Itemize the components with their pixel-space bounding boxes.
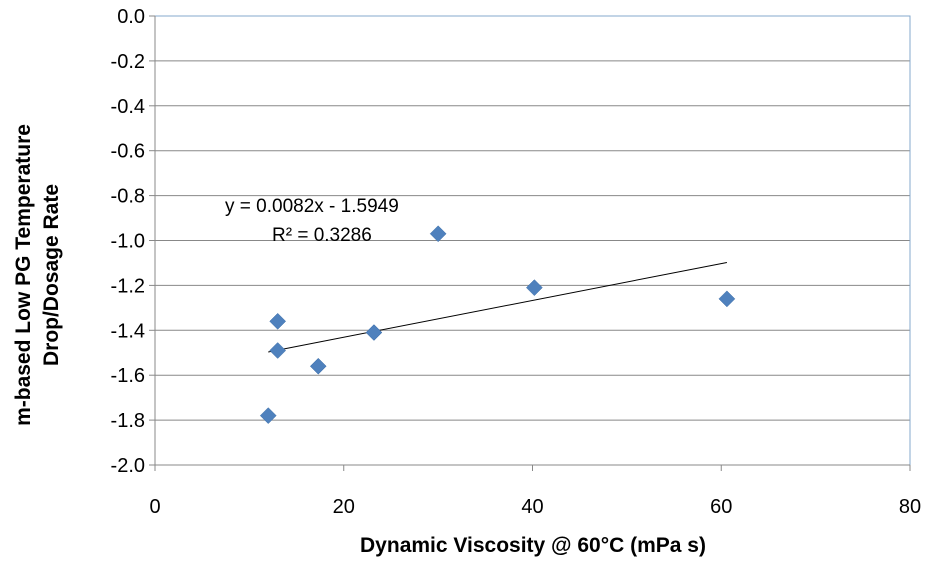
y-tick-label: -1.4 [111, 320, 145, 342]
grid-lines [155, 15, 910, 466]
y-axis-title-line-2: Drop/Dosage Rate [40, 184, 63, 366]
x-axis-title: Dynamic Viscosity @ 60°C (mPa s) [360, 534, 706, 557]
y-tick-label: -1.0 [111, 231, 145, 253]
data-point [259, 407, 277, 424]
y-tick-label: -0.8 [111, 186, 145, 208]
trendline-r-squared: R² = 0.3286 [272, 225, 372, 246]
y-tick-label: -2.0 [111, 455, 145, 477]
data-point [269, 342, 287, 359]
data-point [718, 290, 736, 308]
y-axis-title-line-1: m-based Low PG Temperature [12, 124, 35, 426]
y-tick-label: -1.8 [111, 410, 145, 432]
x-axis-ticks: 0 20 40 60 80 [149, 465, 921, 518]
y-tick-label: -0.2 [111, 51, 145, 73]
x-tick-label: 40 [521, 496, 543, 518]
data-point [526, 279, 543, 296]
y-axis-title: m-based Low PG Temperature Drop/Dosage R… [12, 124, 63, 426]
data-point [309, 357, 327, 375]
data-point [429, 225, 447, 243]
y-tick-label: -1.2 [111, 275, 145, 297]
y-tick-label: -0.4 [111, 96, 145, 118]
x-tick-label: 80 [899, 496, 921, 518]
data-point [365, 324, 383, 341]
trendline-equation: y = 0.0082x - 1.5949 [225, 196, 399, 217]
x-tick-label: 0 [149, 496, 160, 518]
y-tick-label: -0.6 [111, 141, 145, 163]
y-axis-ticks: 0.0 -0.2 -0.4 -0.6 -0.8 -1.0 -1.2 -1.4 -1.6 -1.8 -… [111, 6, 155, 477]
trendline [268, 262, 728, 353]
x-tick-label: 60 [710, 496, 732, 518]
data-point [269, 312, 287, 330]
data-points [259, 225, 736, 424]
x-tick-label: 20 [333, 496, 355, 518]
y-tick-label: 0.0 [117, 6, 145, 28]
y-tick-label: -1.6 [111, 365, 145, 387]
